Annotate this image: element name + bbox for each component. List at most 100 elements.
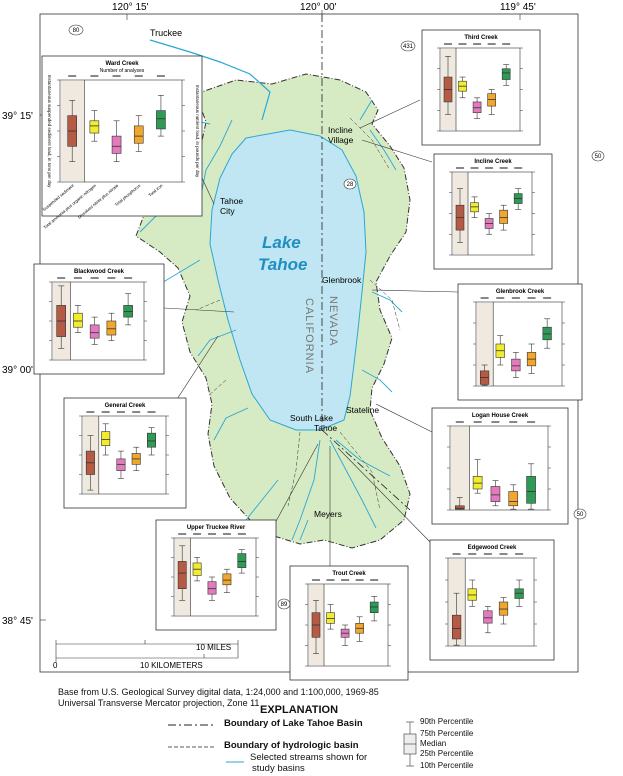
- inset-count-mark: [116, 411, 125, 413]
- inset-title: Logan House Creek: [472, 413, 529, 419]
- inset-count-mark: [237, 533, 246, 535]
- inset-count-mark: [107, 277, 116, 279]
- inset-title: General Creek: [105, 403, 146, 409]
- inset-incline: Incline Creek: [433, 153, 553, 270]
- route-28: 28: [347, 182, 354, 188]
- inset-count-mark: [132, 411, 141, 413]
- inset-box: [490, 486, 501, 502]
- legend-p75: 75th Percentile: [420, 729, 474, 738]
- inset-trout: Trout Creek: [289, 565, 409, 681]
- inset-count-mark: [480, 297, 489, 299]
- inset-blackwood: Blackwood Creek: [33, 263, 165, 375]
- scale-bar: [55, 640, 239, 662]
- place-truckee: Truckee: [150, 28, 182, 38]
- inset-count-mark: [208, 533, 217, 535]
- inset-box: [237, 553, 247, 568]
- lat-label-2: 39° 00': [2, 365, 33, 376]
- inset-box: [542, 326, 552, 341]
- inset-count-mark: [502, 43, 511, 45]
- inset-title: Edgewood Creek: [468, 545, 517, 551]
- inset-logan: Logan House Creek: [431, 407, 569, 525]
- route-89: 89: [281, 602, 288, 608]
- inset-box: [511, 358, 521, 372]
- inset-sediment-shade: [477, 303, 494, 385]
- inset-count-mark: [90, 75, 99, 77]
- inset-count-mark: [470, 167, 479, 169]
- inset-count-mark: [326, 579, 335, 581]
- place-stateline: Stateline: [346, 405, 379, 415]
- inset-title: Incline Creek: [474, 159, 512, 165]
- inset-box: [89, 324, 100, 339]
- inset-box: [514, 588, 524, 599]
- inset-count-mark: [496, 297, 505, 299]
- inset-count-mark: [444, 43, 452, 45]
- inset-box: [101, 431, 111, 446]
- inset-count-mark: [527, 297, 536, 299]
- credit-line-2: Universal Transverse Mercator projection…: [58, 698, 260, 708]
- lake-tahoe-water: [209, 129, 367, 431]
- inset-glenbrook: Glenbrook Creek: [457, 283, 583, 401]
- inset-box: [526, 476, 536, 504]
- legend-p90: 90th Percentile: [420, 717, 474, 726]
- inset-count-mark: [483, 553, 492, 555]
- inset-box: [451, 614, 462, 640]
- lon-label-3: 119° 45': [500, 2, 536, 13]
- place-glenbrook: Glenbrook: [322, 275, 362, 285]
- legend-p10: 10th Percentile: [420, 761, 474, 770]
- inset-count-mark: [509, 421, 518, 423]
- inset-count-mark: [485, 167, 494, 169]
- inset-box: [207, 581, 217, 595]
- inset-count-mark: [473, 421, 482, 423]
- inset-box: [499, 209, 508, 224]
- inset-edgewood: Edgewood Creek: [429, 539, 555, 661]
- place-tahoe-city-1: Tahoe: [220, 196, 243, 206]
- state-label-california: CALIFORNIA: [303, 298, 315, 374]
- inset-count-mark: [355, 579, 364, 581]
- route-shields: 80 431 28 50 89 50: [68, 24, 605, 610]
- state-line-diagonal: [321, 429, 411, 511]
- inset-count-mark: [458, 43, 467, 45]
- legend-streams-label-1: Selected streams shown for: [250, 752, 368, 763]
- inset-count-mark: [499, 553, 508, 555]
- place-tahoe-city-2: City: [220, 206, 235, 216]
- inset-title: Blackwood Creek: [74, 269, 125, 275]
- inset-box: [454, 505, 465, 510]
- inset-count-mark: [487, 43, 496, 45]
- legend-hydro-label: Boundary of hydrologic basin: [224, 740, 359, 751]
- inset-ylabel-left: Instantaneous suspended sediment load, i…: [47, 75, 52, 189]
- inset-general: General Creek: [63, 397, 187, 509]
- inset-count-mark: [455, 421, 464, 423]
- inset-count-mark: [370, 579, 379, 581]
- inset-box: [177, 561, 187, 590]
- inset-count-mark: [543, 297, 552, 299]
- inset-count-mark: [101, 411, 110, 413]
- inset-count-mark: [527, 421, 536, 423]
- inset-count-mark: [456, 167, 464, 169]
- lon-label-1: 120° 15': [112, 2, 149, 13]
- place-south-lake-2: Tahoe: [314, 423, 337, 433]
- lat-label-3: 38° 45': [2, 616, 33, 627]
- inset-count-mark: [468, 553, 477, 555]
- inset-title: Glenbrook Creek: [496, 289, 545, 295]
- legend-p25: 25th Percentile: [420, 749, 474, 758]
- inset-title: Trout Creek: [332, 571, 366, 577]
- place-incline-2: Village: [328, 135, 354, 145]
- legend-basin-label: Boundary of Lake Tahoe Basin: [224, 718, 363, 729]
- inset-count-mark: [112, 75, 121, 77]
- inset-count-mark: [124, 277, 133, 279]
- inset-box: [470, 202, 479, 213]
- inset-title: Third Creek: [464, 35, 498, 41]
- inset-box: [133, 125, 144, 144]
- inset-count-mark: [341, 579, 350, 581]
- inset-count-mark: [511, 297, 520, 299]
- inset-box: [73, 312, 83, 328]
- inset-count-mark: [134, 75, 143, 77]
- inset-count-mark: [147, 411, 156, 413]
- place-incline-1: Incline: [328, 125, 353, 135]
- inset-box: [508, 491, 519, 507]
- inset-box: [472, 101, 482, 114]
- inset-box: [111, 135, 122, 154]
- inset-box: [146, 432, 156, 448]
- legend-median: Median: [420, 739, 447, 748]
- inset-count-mark: [178, 533, 187, 535]
